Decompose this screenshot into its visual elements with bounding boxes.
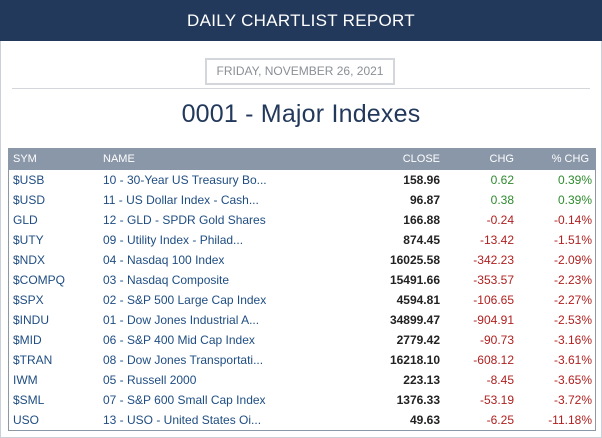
percent-change-value: 0.39%: [557, 173, 592, 187]
symbol-link[interactable]: $COMPQ: [13, 273, 66, 287]
name-link[interactable]: 03 - Nasdaq Composite: [103, 273, 230, 287]
name-link[interactable]: 12 - GLD - SPDR Gold Shares: [103, 213, 266, 227]
percent-change-value: -2.23%: [553, 273, 592, 287]
change-value: -6.25: [486, 413, 514, 427]
name-link[interactable]: 09 - Utility Index - Philad...: [103, 233, 244, 247]
table-row[interactable]: $SML 07 - S&P 600 Small Cap Index 1376.33 -…: [9, 390, 595, 410]
table-row[interactable]: $USB 10 - 30-Year US Treasury Bo... 158.96…: [9, 170, 595, 190]
name-link[interactable]: 06 - S&P 400 Mid Cap Index: [103, 333, 255, 347]
column-header-sym[interactable]: SYM: [13, 153, 37, 165]
divider: [12, 88, 590, 89]
percent-change-value: -2.27%: [553, 293, 592, 307]
indexes-table: SYM NAME CLOSE CHG % CHG $USB 10 - 30-Yea…: [8, 148, 596, 431]
change-value: -106.65: [473, 293, 514, 307]
symbol-link[interactable]: IWM: [13, 373, 38, 387]
close-value: 1376.33: [396, 393, 440, 407]
change-value: -90.73: [479, 333, 514, 347]
close-value: 96.87: [409, 193, 440, 207]
percent-change-value: -1.51%: [553, 233, 592, 247]
close-value: 16218.10: [389, 353, 440, 367]
change-value: -904.91: [473, 313, 514, 327]
chartlist-title: 0001 - Major Indexes: [181, 100, 421, 128]
close-value: 223.13: [403, 373, 440, 387]
close-value: 16025.58: [389, 253, 440, 267]
report-date: FRIDAY, NOVEMBER 26, 2021: [205, 58, 395, 85]
name-link[interactable]: 07 - S&P 600 Small Cap Index: [103, 393, 266, 407]
close-value: 49.63: [409, 413, 440, 427]
symbol-link[interactable]: $NDX: [13, 253, 46, 267]
percent-change-value: 0.39%: [557, 193, 592, 207]
change-value: 0.62: [490, 173, 514, 187]
change-value: 0.38: [490, 193, 514, 207]
symbol-link[interactable]: USO: [13, 413, 40, 427]
close-value: 874.45: [403, 233, 440, 247]
close-value: 15491.66: [389, 273, 440, 287]
close-value: 2779.42: [396, 333, 440, 347]
table-body: $USB 10 - 30-Year US Treasury Bo... 158.96…: [9, 170, 595, 430]
name-link[interactable]: 08 - Dow Jones Transportati...: [103, 353, 264, 367]
table-row[interactable]: GLD 12 - GLD - SPDR Gold Shares 166.88 -0.2…: [9, 210, 595, 230]
symbol-link[interactable]: $SPX: [13, 293, 44, 307]
percent-change-value: -3.61%: [553, 353, 592, 367]
name-link[interactable]: 05 - Russell 2000: [103, 373, 197, 387]
table-row[interactable]: $TRAN 08 - Dow Jones Transportati... 16218…: [9, 350, 595, 370]
symbol-link[interactable]: $SML: [13, 393, 45, 407]
change-value: -13.42: [479, 233, 514, 247]
name-link[interactable]: 10 - 30-Year US Treasury Bo...: [103, 173, 267, 187]
symbol-link[interactable]: $UTY: [13, 233, 44, 247]
symbol-link[interactable]: GLD: [13, 213, 38, 227]
table-row[interactable]: $USD 11 - US Dollar Index - Cash... 96.87 0…: [9, 190, 595, 210]
symbol-link[interactable]: $USB: [13, 173, 45, 187]
table-row[interactable]: USO 13 - USO - United States Oi... 49.63 -6…: [9, 410, 595, 430]
column-header-pct-chg[interactable]: % CHG: [551, 153, 589, 165]
name-link[interactable]: 13 - USO - United States Oi...: [103, 413, 262, 427]
change-value: -608.12: [473, 353, 514, 367]
symbol-link[interactable]: $USD: [13, 193, 46, 207]
name-link[interactable]: 11 - US Dollar Index - Cash...: [103, 193, 259, 207]
table-row[interactable]: $NDX 04 - Nasdaq 100 Index 16025.58 -342.23…: [9, 250, 595, 270]
report-header: DAILY CHARTLIST REPORT: [0, 0, 602, 41]
change-value: -353.57: [473, 273, 514, 287]
symbol-link[interactable]: $INDU: [13, 313, 50, 327]
percent-change-value: -3.16%: [553, 333, 592, 347]
table-row[interactable]: $UTY 09 - Utility Index - Philad... 874.45…: [9, 230, 595, 250]
percent-change-value: -0.14%: [553, 213, 592, 227]
percent-change-value: -3.65%: [553, 373, 592, 387]
close-value: 34899.47: [389, 313, 440, 327]
percent-change-value: -11.18%: [548, 413, 592, 427]
table-row[interactable]: $INDU 01 - Dow Jones Industrial A... 34899…: [9, 310, 595, 330]
percent-change-value: -2.09%: [553, 253, 592, 267]
table-row[interactable]: $COMPQ 03 - Nasdaq Composite 15491.66 -353.…: [9, 270, 595, 290]
change-value: -342.23: [473, 253, 514, 267]
percent-change-value: -3.72%: [553, 393, 592, 407]
name-link[interactable]: 02 - S&P 500 Large Cap Index: [103, 293, 267, 307]
column-header-chg[interactable]: CHG: [489, 153, 514, 165]
symbol-link[interactable]: $MID: [13, 333, 42, 347]
table-row[interactable]: $SPX 02 - S&P 500 Large Cap Index 4594.81 -…: [9, 290, 595, 310]
table-header: SYM NAME CLOSE CHG % CHG: [9, 149, 595, 170]
change-value: -0.24: [486, 213, 514, 227]
table-row[interactable]: $MID 06 - S&P 400 Mid Cap Index 2779.42 -90…: [9, 330, 595, 350]
symbol-link[interactable]: $TRAN: [13, 353, 53, 367]
table-row[interactable]: IWM 05 - Russell 2000 223.13 -8.45 -3.65%: [9, 370, 595, 390]
change-value: -53.19: [479, 393, 514, 407]
close-value: 4594.81: [396, 293, 440, 307]
change-value: -8.45: [486, 373, 514, 387]
column-header-name[interactable]: NAME: [103, 153, 135, 165]
percent-change-value: -2.53%: [553, 313, 592, 327]
column-header-close[interactable]: CLOSE: [402, 153, 440, 165]
name-link[interactable]: 04 - Nasdaq 100 Index: [103, 253, 225, 267]
close-value: 158.96: [403, 173, 440, 187]
close-value: 166.88: [403, 213, 440, 227]
name-link[interactable]: 01 - Dow Jones Industrial A...: [103, 313, 260, 327]
